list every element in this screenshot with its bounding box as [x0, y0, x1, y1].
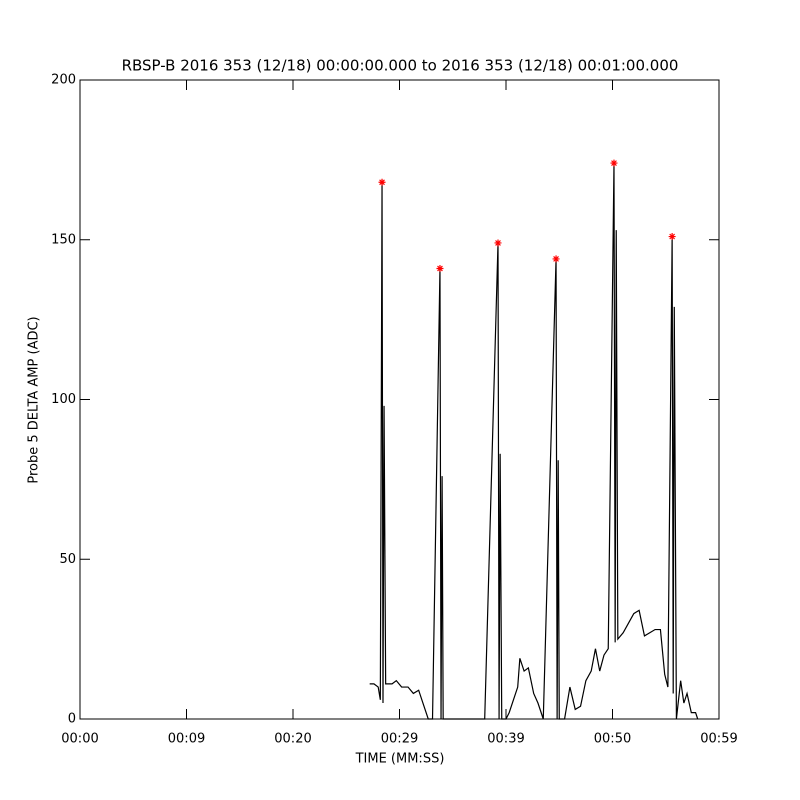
- peak-marker: [610, 159, 618, 167]
- y-axis-label: Probe 5 DELTA AMP (ADC): [27, 316, 42, 483]
- x-tick-label: 00:59: [700, 732, 737, 747]
- x-tick-label: 00:00: [61, 732, 98, 747]
- chart-title: RBSP-B 2016 353 (12/18) 00:00:00.000 to …: [122, 57, 679, 75]
- x-tick-label: 00:39: [487, 732, 524, 747]
- peak-marker: [436, 265, 444, 273]
- y-tick-label: 50: [59, 552, 76, 567]
- data-line: [369, 163, 699, 720]
- peak-marker: [552, 255, 560, 263]
- x-tick-label: 00:29: [381, 732, 418, 747]
- peak-marker: [668, 233, 676, 241]
- x-tick-label: 00:09: [168, 732, 205, 747]
- peak-marker: [494, 239, 502, 247]
- peak-marker: [378, 178, 386, 186]
- x-tick-label: 00:20: [274, 732, 311, 747]
- x-tick-label: 00:50: [594, 732, 631, 747]
- y-tick-label: 0: [68, 712, 76, 727]
- x-axis-label: TIME (MM:SS): [355, 752, 445, 767]
- y-tick-label: 150: [51, 232, 76, 247]
- y-tick-label: 200: [51, 73, 76, 88]
- y-tick-label: 100: [51, 392, 76, 407]
